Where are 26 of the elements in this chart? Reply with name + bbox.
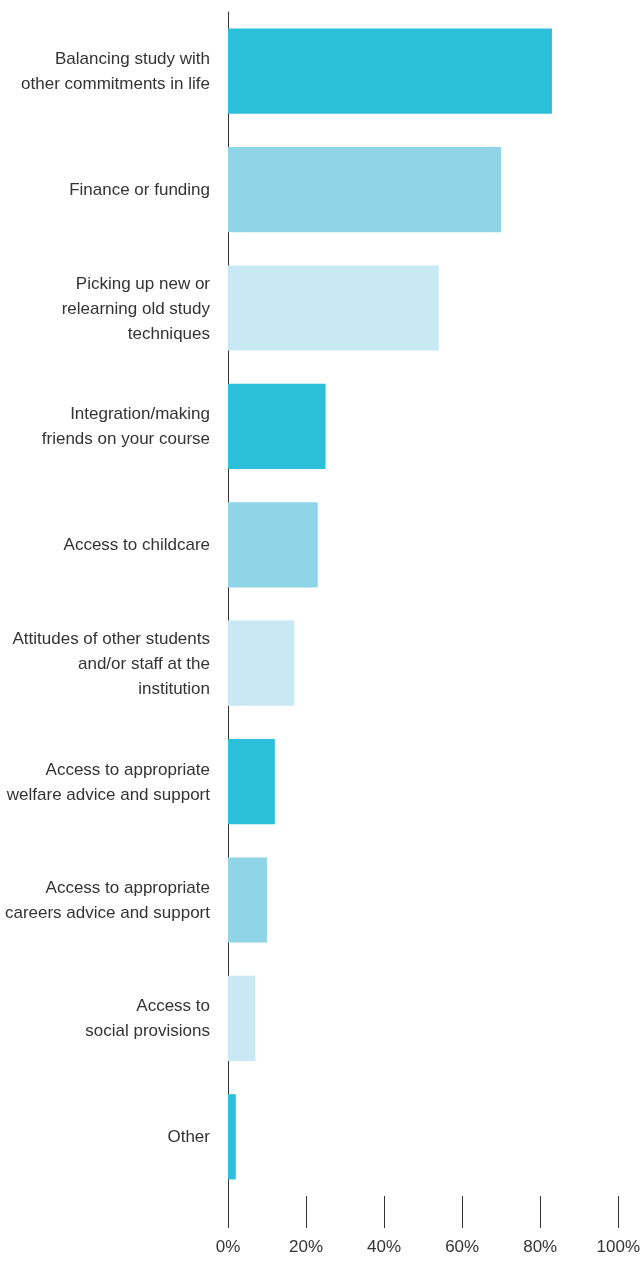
y-tick-label: Access to social provisions: [85, 996, 210, 1041]
x-tick-label: 60%: [445, 1237, 480, 1256]
bar: [228, 383, 326, 470]
x-tick-label: 80%: [523, 1237, 558, 1256]
y-tick-label: Balancing study with other commitments in life: [21, 49, 210, 94]
bar: [228, 28, 552, 114]
y-tick-label: Other: [167, 1127, 211, 1147]
x-tick-label: 40%: [367, 1237, 402, 1256]
bar: [228, 620, 295, 706]
bar: [228, 857, 268, 943]
x-tick-label: 20%: [289, 1237, 324, 1256]
y-tick-label: Access to appropriate welfare advice and support: [5, 759, 211, 804]
bar: [228, 502, 318, 588]
y-tick-label: Finance or funding: [69, 180, 210, 200]
y-tick-label: Access to childcare: [63, 535, 210, 555]
x-tick-label: 100%: [596, 1237, 640, 1256]
bar: [228, 265, 439, 351]
y-tick-label: Attitudes of other students and/or staff at the institution: [12, 628, 210, 698]
y-tick-label: Access to appropriate careers advice and support: [4, 878, 211, 922]
bar: [228, 738, 275, 825]
bar: [228, 146, 502, 233]
bar: [228, 975, 256, 1062]
x-tick-label: 0%: [215, 1237, 241, 1256]
y-tick-label: Picking up new or relearning old study techniques: [61, 273, 211, 343]
bar: [228, 1094, 236, 1180]
y-tick-label: Integration/making friends on your course: [41, 404, 210, 449]
